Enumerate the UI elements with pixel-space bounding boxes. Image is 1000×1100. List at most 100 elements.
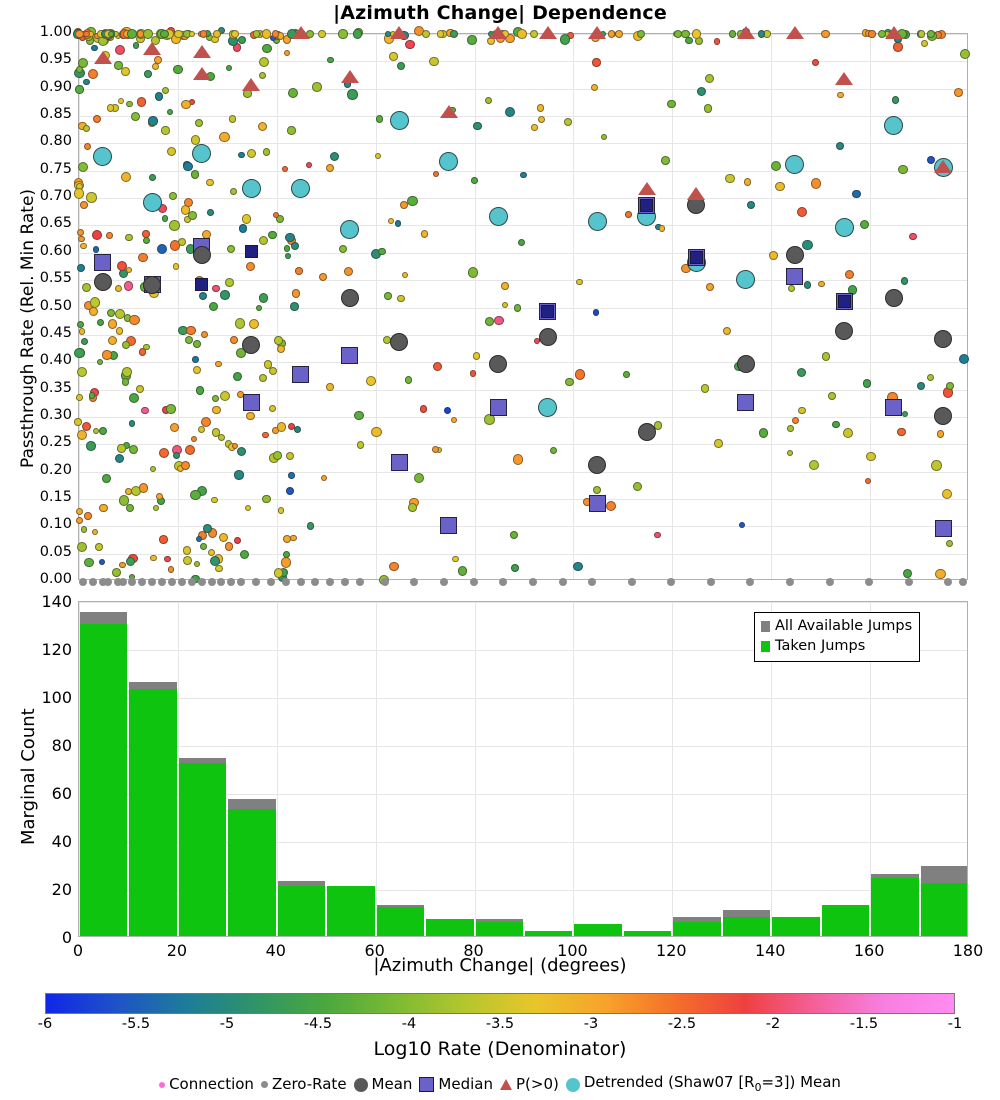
bar-taken [871,878,919,936]
connection-point [273,568,284,578]
connection-point [607,30,616,38]
detrended-mean-point [785,154,805,174]
scatter-ytick: 0.20 [39,461,72,478]
connection-point [338,244,348,254]
connection-point [287,87,298,98]
histogram-ytick: 140 [41,592,72,611]
connection-point [725,173,735,184]
connection-point [198,292,207,301]
connection-point [125,504,135,513]
connection-point [329,152,339,162]
connection-point [212,405,221,414]
connection-point [818,280,825,288]
connection-point [248,319,259,330]
median-point [195,278,209,292]
connection-point [75,85,84,94]
connection-point [255,304,263,312]
connection-point [383,292,392,301]
connection-point [810,178,822,189]
zero-rate-point [380,578,389,586]
connection-point [893,42,903,52]
connection-point [844,270,854,280]
connection-point [326,163,335,172]
connection-point [653,421,663,430]
connection-point [192,365,202,375]
median-marker [419,1077,435,1092]
zero-rate-point [627,578,636,586]
connection-point [180,461,190,471]
histogram-ytick: 40 [51,832,72,851]
connection-point [125,556,136,567]
legend-item: Connection [159,1075,254,1093]
zero-rate-point [439,578,448,586]
zero-rate-point [88,578,97,586]
connection-point [396,294,405,303]
histogram-bar [772,602,820,936]
bar-taken [376,907,425,936]
connection-point [125,233,133,242]
median-point [640,198,654,212]
connection-point [172,263,180,270]
connection-point [93,114,102,123]
legend-row: All Available Jumps [761,617,912,637]
connection-point [258,236,268,246]
colorbar-tick: -3 [583,1016,599,1032]
connection-point [692,29,702,39]
colorbar-tick: -4 [401,1016,417,1032]
connection-point [262,431,269,439]
histogram-bar [277,602,326,936]
connection-point [494,315,504,326]
connection-point [287,422,295,430]
connection-point [326,383,334,391]
bar-taken [475,921,523,936]
connection-point [78,236,85,243]
mean-point [390,333,409,352]
scatter-ytick: 0.45 [39,324,72,341]
connection-point [215,360,223,368]
median-point [244,245,258,259]
connection-point [517,238,525,247]
connection-point [74,348,85,359]
connection-point [787,424,795,432]
connection-point [188,211,198,220]
connection-point [484,317,494,326]
connection-point [697,86,707,96]
connection-point [903,569,912,578]
histogram-ytick: 60 [51,784,72,803]
mean-point [884,289,903,308]
colorbar-tick: -1.5 [849,1016,879,1032]
connection-point [246,148,257,158]
connection-point [219,131,231,143]
connection-point [215,564,223,573]
detrended-mean-point [93,146,113,166]
connection-point [700,384,710,394]
connection-point [166,404,176,414]
connection-point [356,441,365,449]
histogram-ytick: 80 [51,736,72,755]
colorbar [45,993,955,1014]
connection-point [82,124,91,132]
connection-point [258,373,268,383]
zero-rate-point [197,578,206,586]
p-gt-0-point [637,181,656,195]
zero-rate-point [825,578,834,586]
connection-point [127,29,137,39]
legend-label: P(>0) [515,1074,559,1093]
connection-point [770,160,781,172]
connection-point [190,435,198,443]
connection-point [592,485,602,495]
connection-point [138,348,147,356]
connection-point [88,69,99,80]
connection-point [76,228,84,236]
median-point [737,393,754,411]
zero-rate-point [786,578,794,586]
connection-point [138,483,148,493]
histogram-xtick: 160 [853,941,885,960]
connection-point [119,561,126,569]
median-point [440,516,458,534]
scatter-ytick: 0.30 [39,406,72,423]
connection-point [190,489,201,501]
zero-rate-point [138,578,147,586]
connection-point [787,284,795,292]
connection-point [820,29,830,39]
